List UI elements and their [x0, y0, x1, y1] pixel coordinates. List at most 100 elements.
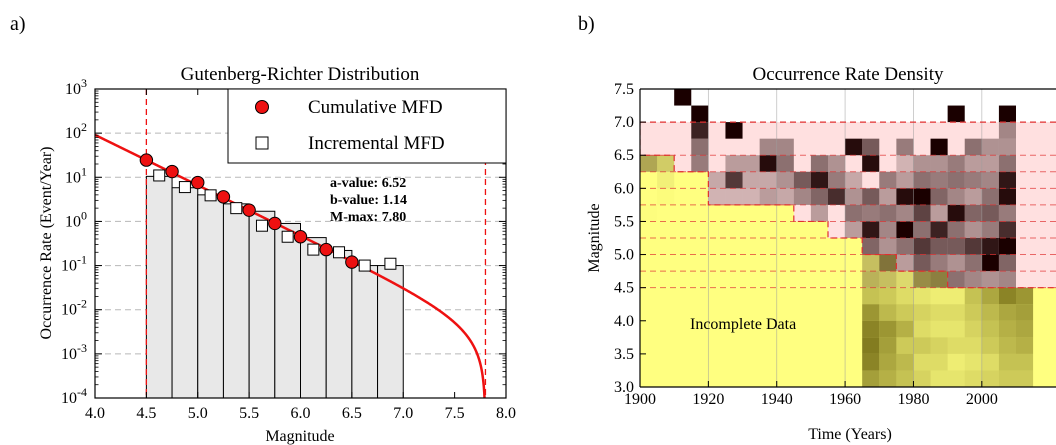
heatmap-cell — [879, 238, 897, 255]
heatmap-cell — [896, 221, 914, 238]
heatmap-cell — [930, 370, 948, 387]
heatmap-cell — [947, 204, 965, 222]
heatmap-cell — [913, 238, 931, 255]
heatmap-cell — [862, 254, 880, 272]
heatmap-cell — [981, 304, 999, 321]
heatmap-cell — [896, 155, 914, 172]
heatmap-cell — [930, 155, 948, 172]
heatmap-cell — [913, 304, 931, 321]
heatmap-cell — [981, 353, 999, 371]
completeness-boundary — [640, 121, 1056, 289]
heatmap-cell — [640, 155, 658, 172]
heatmap-cell — [896, 337, 914, 354]
chart-a-bars — [145, 175, 404, 398]
heatmap-cell — [964, 304, 982, 321]
heatmap-cell — [879, 320, 897, 338]
heatmap-cell — [879, 204, 897, 222]
histogram-bar — [171, 187, 199, 398]
heatmap-cell — [879, 221, 897, 238]
x-tick-label: 6.5 — [342, 405, 362, 422]
heatmap-cell — [998, 122, 1016, 139]
histogram-bar — [325, 249, 353, 398]
x-tick-label: 1940 — [761, 391, 793, 408]
annotation-m-max: M-max: 7.80 — [330, 210, 406, 225]
chart-b-heatmap-cells — [640, 89, 1034, 387]
cumulative-mfd-series — [139, 153, 359, 269]
heatmap-cell — [981, 221, 999, 238]
incomplete-band — [640, 188, 709, 205]
cumulative-point — [165, 164, 179, 179]
heatmap-cell — [947, 287, 965, 305]
x-tick-label: 1900 — [624, 391, 656, 408]
heatmap-cell — [828, 155, 846, 172]
heatmap-cell — [896, 320, 914, 338]
heatmap-cell — [913, 254, 931, 272]
histogram-bar — [222, 203, 250, 398]
heatmap-cell — [913, 171, 931, 189]
histogram-bar — [300, 237, 327, 398]
x-tick-label: 1920 — [692, 391, 724, 408]
histogram-bar — [351, 265, 379, 398]
heatmap-cell — [930, 320, 948, 338]
chart-a-ylabel: Occurrence Rate (Event/Year) — [38, 147, 55, 340]
heatmap-cell — [862, 370, 880, 387]
incremental-point — [281, 230, 294, 243]
incomplete-band — [640, 271, 948, 288]
heatmap-cell — [913, 320, 931, 338]
y-tick-label: 7.0 — [614, 114, 634, 131]
y-tick-label: 100 — [65, 208, 87, 230]
heatmap-cell — [845, 221, 863, 238]
heatmap-cell — [930, 353, 948, 371]
heatmap-cell — [930, 171, 948, 189]
heatmap-cell — [981, 155, 999, 172]
heatmap-cell — [879, 271, 897, 288]
legend-incremental-marker — [255, 136, 269, 150]
heatmap-cell — [759, 155, 777, 172]
y-tick-label: 3.0 — [614, 379, 634, 396]
y-tick-label: 103 — [65, 76, 87, 98]
heatmap-cell — [998, 238, 1016, 255]
heatmap-cell — [742, 155, 760, 172]
chart-a-title: Gutenberg-Richter Distribution — [181, 64, 420, 85]
heatmap-cell — [964, 370, 982, 387]
heatmap-cell — [742, 188, 760, 205]
incomplete-band — [640, 171, 709, 189]
heatmap-cell — [947, 221, 965, 238]
heatmap-cell — [725, 122, 743, 139]
incremental-point — [358, 259, 371, 272]
heatmap-cell — [691, 155, 709, 172]
heatmap-cell — [1016, 353, 1034, 371]
histogram-bar — [274, 222, 301, 398]
heatmap-cell — [947, 171, 965, 189]
heatmap-cell — [930, 138, 948, 156]
x-tick-label: 7.5 — [445, 405, 465, 422]
heatmap-cell — [964, 221, 982, 238]
heatmap-cell — [708, 171, 726, 189]
heatmap-cell — [879, 188, 897, 205]
heatmap-cell — [998, 254, 1016, 272]
heatmap-cell — [896, 204, 914, 222]
heatmap-cell — [896, 238, 914, 255]
cumulative-point — [345, 255, 359, 269]
y-tick-label: 3.5 — [614, 346, 634, 363]
heatmap-cell — [862, 287, 880, 305]
heatmap-cell — [930, 221, 948, 238]
incremental-point — [333, 246, 346, 259]
y-tick-label: 10-3 — [61, 341, 87, 363]
heatmap-cell — [981, 138, 999, 156]
heatmap-cell — [896, 138, 914, 156]
chart-a-x-ticks: 4.0 4.5 5.0 5.5 6.0 6.5 7.0 7.5 8.0 — [85, 89, 516, 422]
heatmap-cell — [981, 337, 999, 354]
histogram-bar — [377, 265, 404, 398]
gr-fit-curve — [95, 133, 486, 398]
panel-a-label: a) — [10, 13, 26, 35]
heatmap-cell — [776, 138, 794, 156]
heatmap-cell — [828, 188, 846, 205]
heatmap-cell — [947, 238, 965, 255]
heatmap-cell — [981, 188, 999, 205]
x-tick-label: 8.0 — [496, 405, 516, 422]
incomplete-region — [640, 287, 1056, 387]
heatmap-cell — [913, 155, 931, 172]
heatmap-cell — [964, 271, 982, 288]
x-tick-label: 4.0 — [85, 405, 105, 422]
